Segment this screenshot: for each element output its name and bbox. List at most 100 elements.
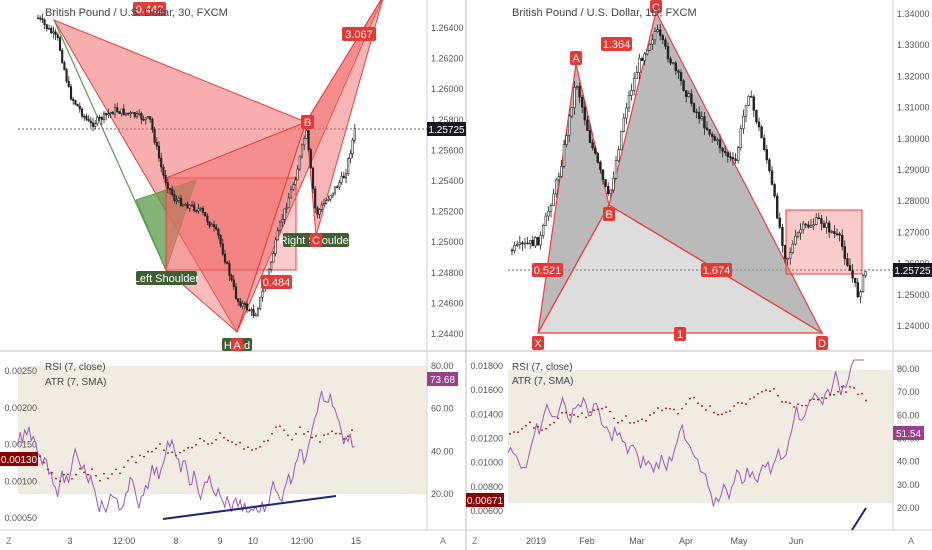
candle-body: [171, 188, 174, 195]
atr-dot: [219, 432, 221, 434]
candle-body: [549, 205, 553, 212]
candle-body: [175, 199, 178, 202]
atr-legend: ATR (7, SMA): [45, 377, 106, 388]
candle-body: [669, 58, 672, 64]
atr-dot: [637, 420, 639, 423]
candle-body: [344, 173, 348, 179]
atr-dot: [713, 411, 715, 414]
candle-body: [219, 234, 222, 245]
axis-tick-label: 1.25000: [897, 290, 930, 300]
candle-body: [56, 34, 59, 38]
footer-z-right[interactable]: Z: [472, 536, 478, 546]
candle-body: [83, 115, 86, 118]
candle-body: [708, 129, 711, 135]
candle-body: [807, 224, 810, 228]
atr-dot: [83, 471, 85, 474]
atr-dot: [47, 468, 49, 471]
candle-body: [234, 286, 238, 299]
candle-body: [223, 253, 227, 263]
ratio-label-0521: 0.521: [532, 263, 563, 277]
atr-dot: [235, 443, 237, 446]
atr-dot: [709, 404, 711, 407]
atr-dot: [43, 461, 45, 464]
candle-body: [827, 222, 831, 233]
axis-tick-label: 0.01200: [470, 434, 503, 444]
axis-tick-label: 0.01000: [470, 458, 503, 468]
atr-dot: [283, 429, 285, 432]
atr-dot: [75, 473, 77, 476]
ratio-label-text: 0.521: [534, 265, 562, 277]
candle-body: [612, 178, 615, 191]
atr-dot: [231, 441, 233, 444]
atr-dot: [199, 437, 201, 440]
candle-body: [193, 204, 196, 211]
candle-body: [230, 275, 233, 281]
ratio-label-text: 1.364: [603, 39, 631, 51]
footer-z-left[interactable]: Z: [6, 536, 12, 546]
price-axis: 1.26400 1.26200 1.26000 1.25800 1.25600 1.254…: [431, 23, 464, 339]
atr-dot: [829, 394, 831, 396]
rsi-value-tag: 51.54: [893, 426, 924, 440]
atr-value-text: 0.00671: [467, 496, 504, 507]
atr-value-tag: 0.00130: [0, 452, 38, 466]
candle-body: [770, 170, 774, 185]
rsi-polyline: [507, 359, 865, 507]
axis-tick-label: 1.25800: [431, 115, 464, 125]
candle-body: [846, 258, 849, 266]
candle-body: [67, 81, 70, 87]
candle-body: [580, 96, 584, 108]
candle-body: [307, 130, 310, 150]
candle-body: [155, 142, 158, 147]
candle-body: [195, 210, 198, 212]
candle-body: [221, 243, 224, 255]
atr-dot: [593, 409, 595, 412]
candle-body: [140, 113, 143, 120]
atr-dot: [861, 392, 863, 395]
footer-a-right[interactable]: A: [908, 536, 914, 546]
atr-dot: [171, 451, 173, 454]
axis-tick-label: 1.28000: [897, 196, 930, 206]
candle-body: [664, 39, 667, 47]
candle-body: [252, 309, 255, 316]
candle-body: [287, 197, 290, 209]
right-chart-panel[interactable]: 1.34000 1.33000 1.32000 1.31000 1.30000 1.290…: [466, 0, 932, 546]
candle-body: [544, 215, 548, 226]
atr-dot: [821, 396, 823, 399]
point-label-text: C: [652, 2, 660, 14]
ratio-label-1674: 1.674: [701, 263, 732, 277]
axis-tick-label: 0.00200: [4, 403, 37, 413]
atr-dot: [331, 430, 333, 433]
candle-body: [311, 167, 315, 190]
atr-dot: [633, 421, 635, 424]
point-label-text: C: [312, 235, 320, 247]
candle-body: [87, 118, 90, 122]
atr-dot: [319, 441, 321, 443]
rsi-line: [507, 359, 865, 507]
ratio-label-text: 0.442: [136, 4, 164, 16]
atr-dot: [849, 385, 851, 388]
atr-dot: [287, 434, 289, 437]
candle-body: [146, 116, 150, 119]
candle-body: [118, 111, 121, 114]
footer-a-left[interactable]: A: [440, 536, 446, 546]
candle-body: [721, 147, 724, 152]
axis-tick-label: 80.00: [897, 364, 920, 374]
candle-body: [270, 261, 273, 270]
ratio-label-0484: 0.484: [261, 275, 292, 289]
candle-body: [638, 58, 641, 73]
candle-body: [166, 182, 169, 189]
axis-tick-label: 1.25400: [431, 176, 464, 186]
atr-dot: [649, 414, 651, 416]
atr-dot: [585, 416, 587, 419]
candle-body: [331, 192, 334, 197]
atr-dot: [323, 434, 325, 437]
candle-body: [36, 17, 40, 20]
candle-body: [61, 50, 64, 63]
left-chart-panel[interactable]: 1.26400 1.26200 1.26000 1.25800 1.25600 1.254…: [0, 0, 466, 546]
candle-body: [703, 116, 706, 129]
candle-body: [749, 96, 753, 98]
atr-dot: [103, 472, 105, 475]
atr-dot: [817, 398, 819, 401]
candle-body: [518, 242, 522, 245]
atr-dot: [673, 408, 675, 411]
